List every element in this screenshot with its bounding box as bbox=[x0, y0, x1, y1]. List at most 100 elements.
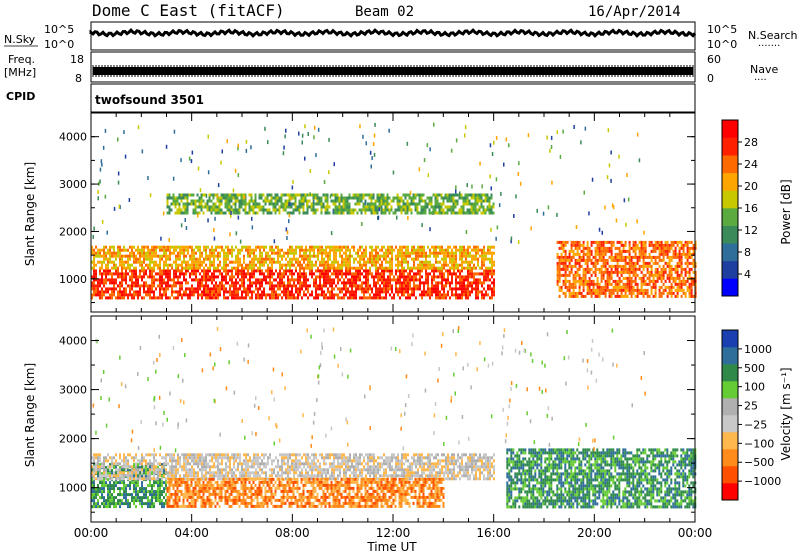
heatmap-cell bbox=[642, 276, 645, 280]
heatmap-cell bbox=[129, 278, 131, 282]
scatter-cell bbox=[490, 227, 492, 232]
heatmap-cell bbox=[321, 272, 323, 276]
heatmap-cell bbox=[456, 193, 459, 197]
heatmap-cell bbox=[387, 248, 389, 252]
heatmap-cell bbox=[610, 291, 613, 295]
heatmap-cell bbox=[269, 278, 271, 282]
heatmap-cell bbox=[403, 260, 405, 264]
heatmap-cell bbox=[263, 293, 265, 297]
heatmap-cell bbox=[133, 293, 135, 297]
heatmap-cell bbox=[109, 269, 111, 273]
heatmap-cell bbox=[242, 196, 245, 200]
heatmap-cell bbox=[236, 193, 239, 197]
heatmap-cell bbox=[658, 252, 661, 256]
heatmap-cell bbox=[279, 260, 281, 264]
heatmap-cell bbox=[380, 202, 383, 206]
heatmap-cell bbox=[383, 296, 385, 300]
heatmap-cell bbox=[423, 263, 425, 267]
heatmap-cell bbox=[172, 196, 175, 200]
heatmap-cell bbox=[400, 199, 403, 203]
heatmap-cell bbox=[275, 296, 277, 300]
heatmap-cell bbox=[473, 278, 475, 282]
heatmap-cell bbox=[203, 272, 205, 276]
heatmap-cell bbox=[259, 245, 261, 249]
heatmap-cell bbox=[199, 278, 201, 282]
heatmap-cell bbox=[584, 279, 587, 283]
heatmap-cell bbox=[201, 281, 203, 285]
heatmap-cell bbox=[493, 284, 495, 288]
heatmap-cell bbox=[624, 264, 627, 268]
heatmap-cell bbox=[487, 251, 489, 255]
heatmap-cell bbox=[409, 272, 411, 276]
heatmap-cell bbox=[229, 287, 231, 291]
heatmap-cell bbox=[620, 264, 623, 268]
heatmap-cell bbox=[402, 199, 405, 203]
heatmap-cell bbox=[415, 266, 417, 270]
heatmap-cell bbox=[488, 208, 491, 212]
heatmap-cell bbox=[407, 266, 409, 270]
heatmap-cell bbox=[401, 287, 403, 291]
heatmap-cell bbox=[173, 269, 175, 273]
heatmap-cell bbox=[413, 281, 415, 285]
heatmap-cell bbox=[330, 199, 333, 203]
heatmap-cell bbox=[236, 211, 239, 215]
heatmap-cell bbox=[352, 211, 355, 215]
heatmap-cell bbox=[333, 254, 335, 258]
heatmap-cell bbox=[294, 202, 297, 206]
heatmap-cell bbox=[389, 248, 391, 252]
heatmap-cell bbox=[564, 282, 567, 286]
heatmap-cell bbox=[111, 272, 113, 276]
heatmap-cell bbox=[183, 260, 185, 264]
heatmap-cell bbox=[558, 255, 561, 259]
heatmap-cell bbox=[299, 254, 301, 258]
heatmap-cell bbox=[306, 193, 309, 197]
heatmap-cell bbox=[295, 290, 297, 294]
heatmap-cell bbox=[99, 248, 101, 252]
heatmap-cell bbox=[303, 275, 305, 279]
heatmap-cell bbox=[320, 205, 323, 209]
heatmap-cell bbox=[311, 254, 313, 258]
heatmap-cell bbox=[281, 248, 283, 252]
heatmap-cell bbox=[580, 291, 583, 295]
heatmap-cell bbox=[313, 263, 315, 267]
heatmap-cell bbox=[209, 287, 211, 291]
heatmap-cell bbox=[644, 246, 647, 250]
heatmap-cell bbox=[690, 246, 693, 250]
heatmap-cell bbox=[654, 288, 657, 292]
heatmap-cell bbox=[351, 281, 353, 285]
heatmap-cell bbox=[459, 287, 461, 291]
heatmap-cell bbox=[600, 270, 603, 274]
heatmap-cell bbox=[411, 257, 413, 261]
heatmap-cell bbox=[161, 278, 163, 282]
heatmap-cell bbox=[317, 284, 319, 288]
heatmap-cell bbox=[363, 290, 365, 294]
heatmap-cell bbox=[385, 254, 387, 258]
heatmap-cell bbox=[668, 279, 671, 283]
heatmap-cell bbox=[195, 266, 197, 270]
heatmap-cell bbox=[202, 205, 205, 209]
heatmap-cell bbox=[433, 275, 435, 279]
date-title: 16/Apr/2014 bbox=[588, 4, 681, 20]
scatter-cell bbox=[97, 190, 99, 194]
heatmap-cell bbox=[307, 284, 309, 288]
heatmap-cell bbox=[199, 257, 201, 261]
heatmap-cell bbox=[364, 208, 367, 212]
heatmap-cell bbox=[173, 245, 175, 249]
heatmap-cell bbox=[364, 205, 367, 209]
heatmap-cell bbox=[231, 284, 233, 288]
heatmap-cell bbox=[409, 278, 411, 282]
heatmap-cell bbox=[248, 193, 251, 197]
heatmap-cell bbox=[666, 294, 669, 298]
heatmap-cell bbox=[369, 257, 371, 261]
heatmap-cell bbox=[477, 245, 479, 249]
heatmap-cell bbox=[219, 269, 221, 273]
heatmap-cell bbox=[105, 275, 107, 279]
heatmap-cell bbox=[592, 291, 595, 295]
heatmap-cell bbox=[384, 208, 387, 212]
nave-right-bottom: 0 bbox=[707, 72, 714, 85]
cpid-value: twofsound 3501 bbox=[95, 93, 204, 107]
scatter-cell bbox=[230, 210, 232, 215]
heatmap-cell bbox=[399, 287, 401, 291]
heatmap-cell bbox=[310, 208, 313, 212]
heatmap-cell bbox=[401, 275, 403, 279]
